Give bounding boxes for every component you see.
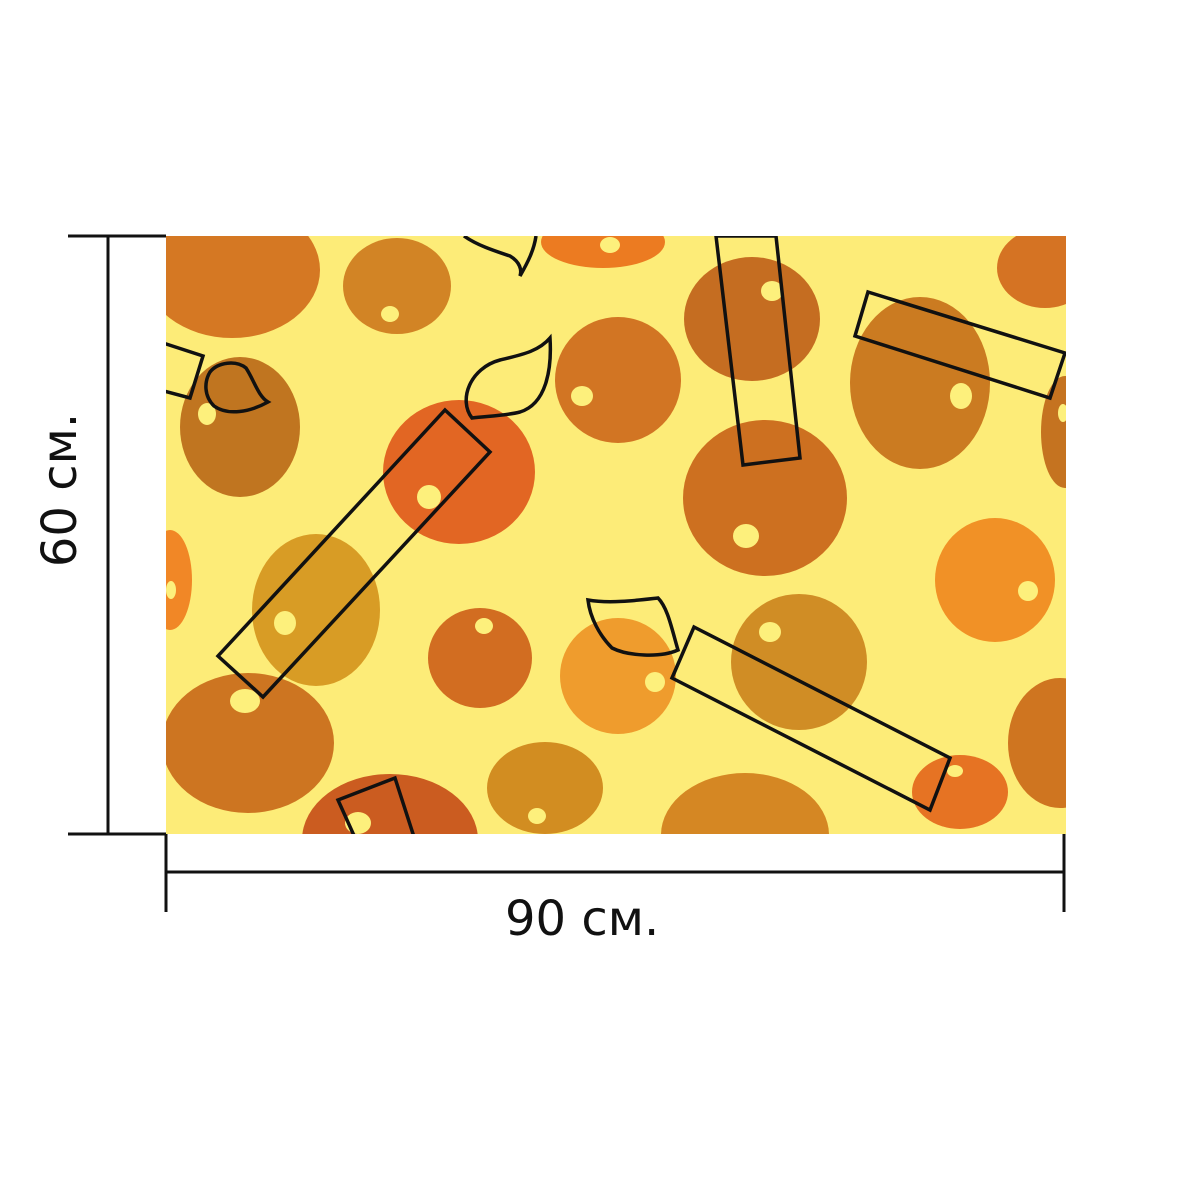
bubble: [997, 236, 1066, 308]
bubble: [935, 518, 1055, 642]
candle-outline: [714, 236, 802, 467]
bubble: [166, 673, 334, 813]
width-label: 90 см.: [505, 891, 660, 947]
candle-outline: [335, 775, 415, 834]
candle-outline: [586, 596, 953, 813]
bubble: [555, 317, 681, 443]
candle-layer: [166, 236, 1066, 834]
print-area: [166, 236, 1066, 834]
bubble: [560, 618, 676, 734]
bubble-layer: [166, 236, 1066, 834]
candle-outline: [166, 342, 272, 414]
height-label: 60 см.: [32, 412, 88, 568]
bubble: [850, 297, 990, 469]
bubble: [166, 236, 320, 338]
bubble: [302, 774, 478, 834]
candle-outline: [852, 289, 1066, 401]
bubble: [487, 742, 603, 834]
bubble: [428, 608, 532, 708]
bubble: [661, 773, 829, 834]
bubble: [343, 238, 451, 334]
bubble: [1008, 678, 1066, 808]
bubble: [731, 594, 867, 730]
candle-outline: [215, 333, 553, 700]
bubble: [541, 236, 665, 268]
bubble: [252, 534, 380, 686]
bubble: [912, 755, 1008, 829]
bubble: [1041, 376, 1066, 488]
candle-flame-outline: [462, 236, 538, 277]
bubble: [683, 420, 847, 576]
bubble: [180, 357, 300, 497]
bubble: [684, 257, 820, 381]
dimension-lines: [68, 234, 1066, 912]
bubble: [166, 530, 192, 630]
